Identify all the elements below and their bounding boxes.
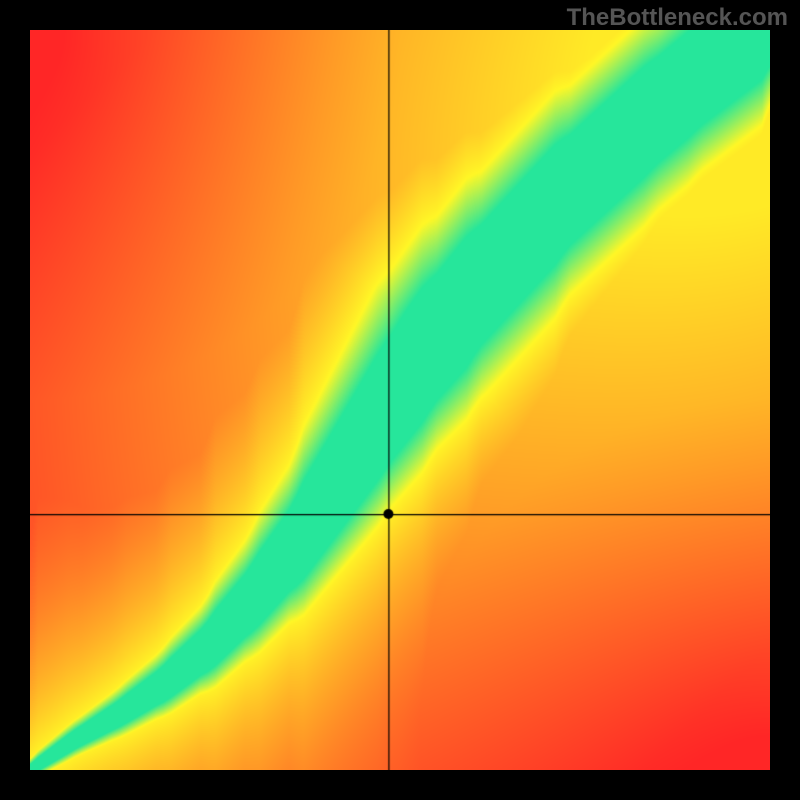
watermark-text: TheBottleneck.com: [567, 4, 788, 32]
bottleneck-heatmap: [30, 30, 770, 770]
chart-container: TheBottleneck.com: [0, 0, 800, 800]
